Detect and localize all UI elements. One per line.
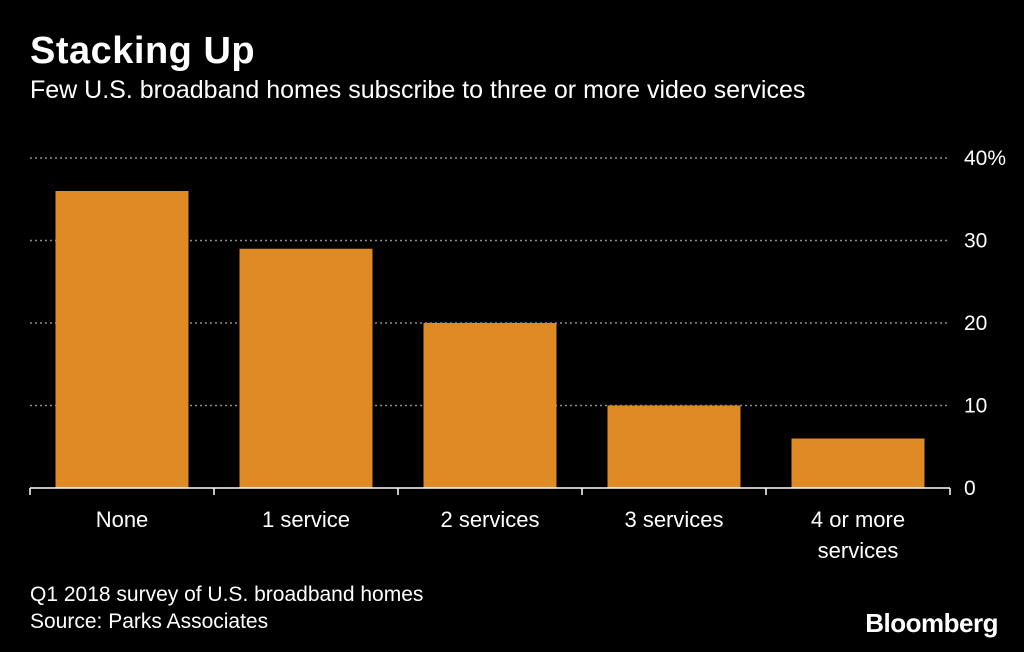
bar-1-service — [239, 248, 373, 488]
category-labels: None 1 service 2 services 3 services 4 or mo… — [96, 507, 905, 563]
category-label-4-or-more-services: 4 or more services — [811, 507, 905, 563]
category-label-line: services — [818, 538, 899, 563]
category-label-2-services: 2 services — [440, 507, 539, 532]
category-label-line: 4 or more — [811, 507, 905, 532]
y-tick-label-40: 40% — [964, 147, 1006, 170]
y-tick-label-0: 0 — [964, 477, 976, 500]
y-tick-label-30: 30 — [964, 230, 987, 253]
category-label-none: None — [96, 507, 149, 532]
chart-title: Stacking Up — [30, 30, 256, 72]
survey-note: Q1 2018 survey of U.S. broadband homes — [30, 583, 424, 606]
chart-subtitle: Few U.S. broadband homes subscribe to th… — [30, 76, 806, 104]
bar-4-or-more-services — [791, 438, 925, 488]
category-label-line: 1 service — [262, 507, 350, 532]
bar-3-services — [607, 405, 741, 488]
y-tick-label-20: 20 — [964, 312, 987, 335]
category-label-line: None — [96, 507, 149, 532]
y-tick-labels: 0 10 20 30 40% — [964, 147, 1006, 500]
category-label-line: 2 services — [440, 507, 539, 532]
bars — [55, 191, 925, 488]
bar-2-services — [423, 323, 557, 488]
bloomberg-logo: Bloomberg — [865, 608, 998, 638]
source-note: Source: Parks Associates — [30, 610, 269, 633]
footnote: Q1 2018 survey of U.S. broadband homes S… — [30, 581, 423, 635]
y-tick-label-10: 10 — [964, 395, 987, 418]
category-label-3-services: 3 services — [624, 507, 723, 532]
category-label-line: 3 services — [624, 507, 723, 532]
bar-none — [55, 191, 189, 488]
category-label-1-service: 1 service — [262, 507, 350, 532]
x-axis — [29, 487, 951, 495]
